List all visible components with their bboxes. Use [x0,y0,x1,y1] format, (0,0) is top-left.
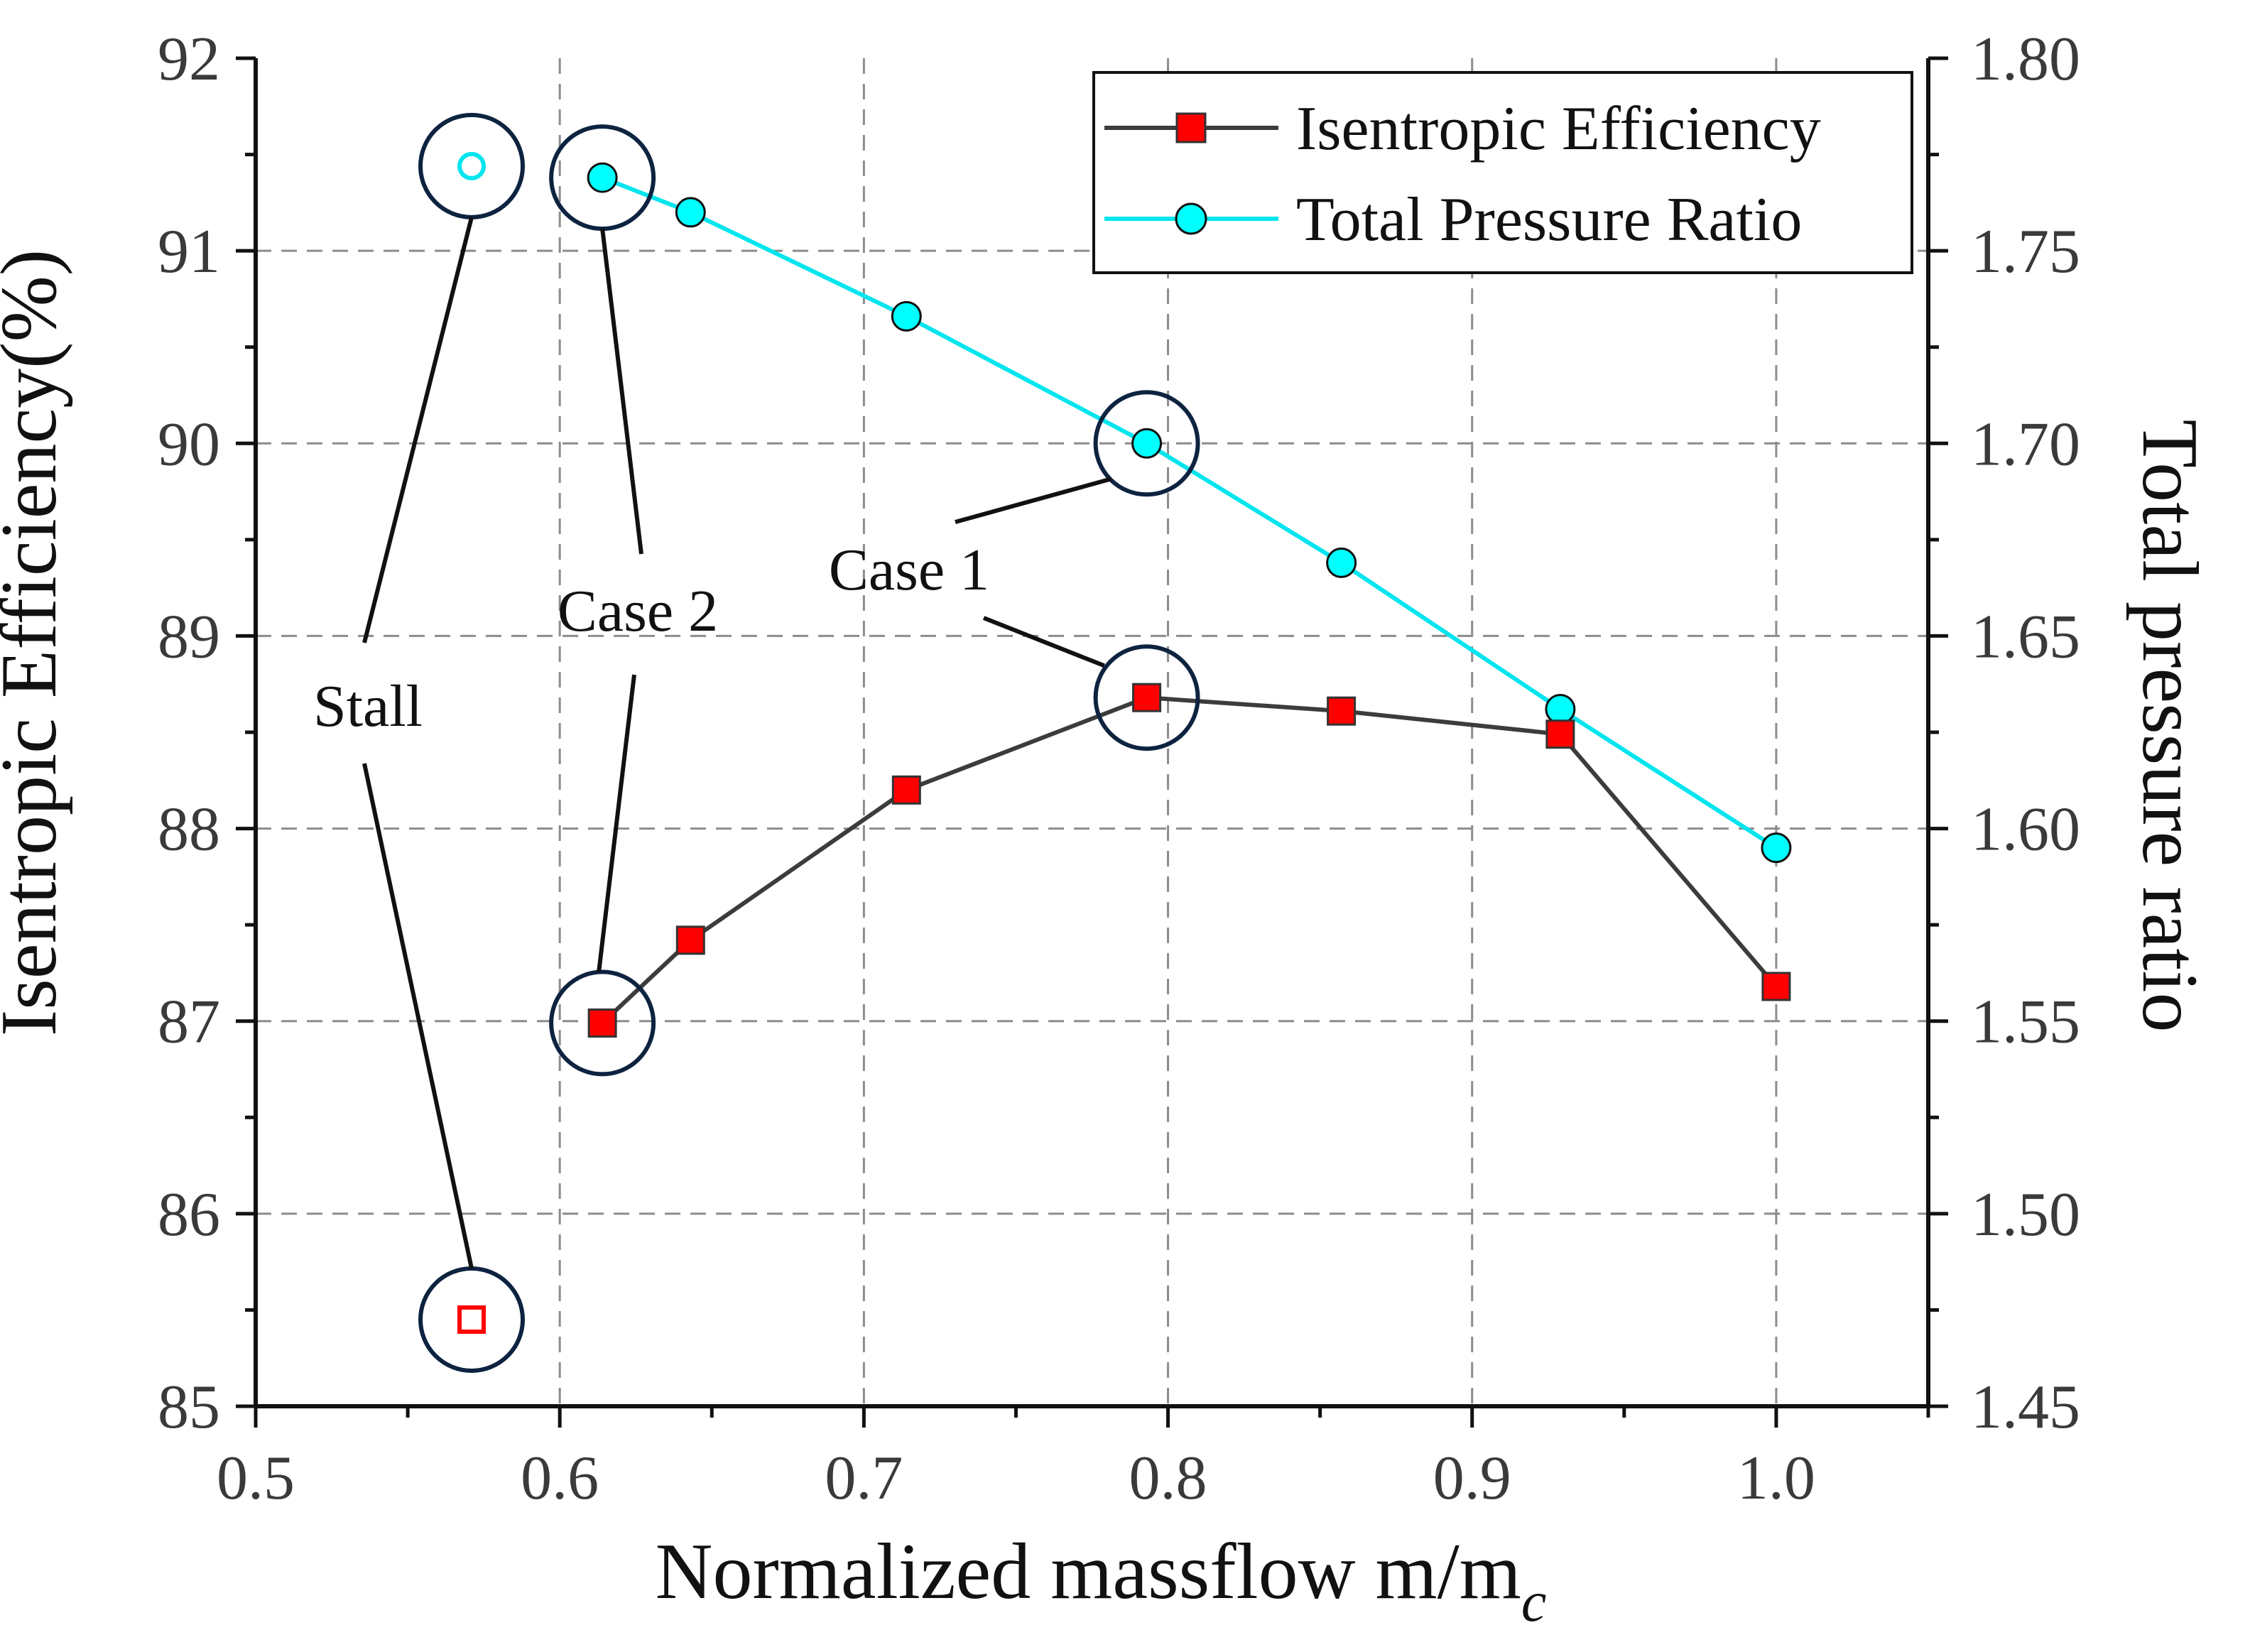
annotation-layer: Stall Case 2 Case 1 [313,112,1200,1373]
efficiency-point [1545,719,1575,749]
x-tick-label: 0.9 [1433,1444,1511,1513]
legend-efficiency-label: Isentropic Efficiency [1296,94,1821,163]
y-tick-label: 92 [158,25,220,94]
legend: Isentropic Efficiency Total Pressure Rat… [1092,71,1913,274]
series-layer [457,151,1792,1334]
case1-pressure-highlight [1093,390,1200,497]
annotation-case-2: Case 2 [558,578,718,644]
y2-tick-label: 1.80 [1971,25,2080,94]
efficiency-point [675,925,705,955]
legend-efficiency-marker [1175,112,1207,143]
case1-leader-top [955,477,1112,524]
legend-pressure-label: Total Pressure Ratio [1296,185,1802,254]
pressure-ratio-point [1326,547,1357,578]
case1-leader-bottom [982,616,1105,668]
efficiency-stall-point [457,1305,487,1334]
efficiency-point [1132,683,1162,712]
pressure-ratio-line [602,175,1778,850]
annotation-case-1: Case 1 [829,537,989,603]
efficiency-point [891,775,921,805]
x-axis-title-main: Normalized massflow m/m [656,1528,1521,1616]
y-tick-label: 91 [158,217,220,286]
y-tick-label: 86 [158,1180,220,1249]
pressure-ratio-point [1545,693,1576,724]
stall-leader-bottom [362,763,474,1269]
pressure-ratio-point [891,300,922,332]
y2-tick-label: 1.50 [1971,1180,2080,1249]
pressure-ratio-point [587,162,618,193]
efficiency-point [587,1008,617,1038]
pressure-ratio-point [1761,832,1792,864]
x-tick-label: 0.7 [825,1444,903,1513]
x-axis-title: Normalized massflow m/mc [656,1528,1547,1634]
y-tick-label: 87 [158,988,220,1057]
pressure-ratio-stall-point [457,151,487,180]
case2-leader-top [600,228,643,555]
y-tick-label: 90 [158,410,220,479]
y2-tick-label: 1.45 [1971,1373,2080,1442]
annotation-stall: Stall [313,673,423,739]
efficiency-point [1327,696,1357,726]
y2-tick-label: 1.75 [1971,217,2080,286]
case1-efficiency-highlight [1093,644,1200,751]
y2-tick-label: 1.65 [1971,602,2080,671]
y2-tick-label: 1.55 [1971,988,2080,1057]
pressure-ratio-point [1131,428,1163,459]
axes: 0.5 0.6 0.7 0.8 0.9 1.0 85 86 87 88 89 90 91 92 1.45 1.… [158,25,2080,1513]
x-tick-label: 0.8 [1129,1444,1207,1513]
y2-tick-label: 1.70 [1971,410,2080,479]
x-tick-label: 0.6 [521,1444,599,1513]
y-axis-title: Isentropic Efficiency(%) [0,249,73,1036]
efficiency-line [601,695,1778,1025]
y-tick-label: 85 [158,1373,220,1442]
legend-box [1092,71,1913,274]
stall-leader-top [362,217,474,643]
x-tick-label: 0.5 [217,1444,295,1513]
case2-leader-bottom [597,674,636,972]
x-tick-label: 1.0 [1737,1444,1815,1513]
pressure-ratio-point [675,197,706,228]
y-tick-label: 88 [158,795,220,864]
x-axis-title-subscript: c [1521,1571,1547,1634]
efficiency-point [1761,972,1791,1001]
case2-efficiency-highlight [549,969,656,1077]
y2-axis-title: Total pressure ratio [2126,420,2214,1033]
y2-tick-label: 1.60 [1971,795,2080,864]
y-tick-label: 89 [158,602,220,671]
legend-pressure-marker [1175,202,1207,235]
